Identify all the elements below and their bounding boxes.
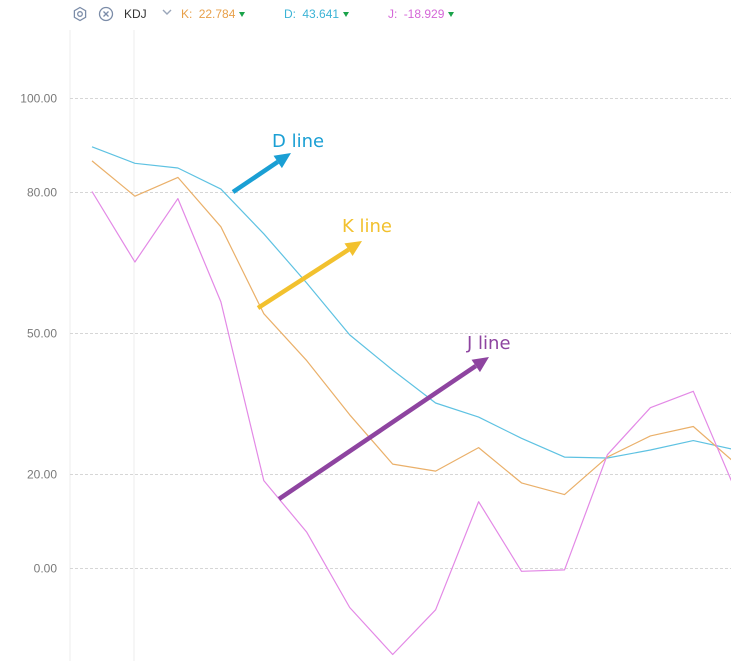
- j-value-readout: J: -18.929: [388, 6, 455, 22]
- indicator-toolbar: KDJ K: 22.784 D: 43.641 J: -18.929: [0, 0, 731, 30]
- y-tick-label: 50.00: [27, 327, 57, 341]
- d-line-label: D line: [272, 131, 324, 152]
- chevron-down-icon[interactable]: [160, 5, 176, 21]
- j-label: J:: [388, 7, 398, 21]
- j-line-arrow: [277, 357, 489, 501]
- horizontal-gridlines: [70, 98, 731, 569]
- k-series-line: [91, 160, 731, 496]
- vertical-gridlines: [69, 30, 135, 661]
- d-label: D:: [284, 7, 296, 21]
- y-tick-label: 80.00: [27, 186, 57, 200]
- d-value: 43.641: [302, 7, 340, 21]
- close-circle-icon[interactable]: [98, 6, 114, 22]
- y-tick-label: 20.00: [27, 468, 57, 482]
- down-arrow-icon: [448, 12, 455, 17]
- d-value-readout: D: 43.641: [284, 6, 350, 22]
- d-line-arrow-shaft: [231, 160, 279, 194]
- d-series-line: [91, 146, 731, 459]
- k-line-arrow-shaft: [256, 247, 350, 310]
- down-arrow-icon: [239, 12, 246, 17]
- down-arrow-icon: [343, 12, 350, 17]
- y-axis-ticks: 100.00 80.00 50.00 20.00 0.00: [20, 92, 57, 576]
- k-line-arrow: [256, 241, 362, 310]
- k-label: K:: [181, 7, 193, 21]
- k-value: 22.784: [198, 7, 236, 21]
- k-value-readout: K: 22.784: [181, 6, 246, 22]
- annotation-arrows: D line K line J line: [231, 131, 511, 501]
- j-line-label: J line: [466, 333, 511, 354]
- k-line-label: K line: [342, 216, 392, 237]
- indicator-name: KDJ: [124, 7, 147, 21]
- y-tick-label: 0.00: [34, 562, 58, 576]
- y-tick-label: 100.00: [20, 92, 57, 106]
- j-line-arrow-shaft: [277, 364, 478, 501]
- j-series-line: [91, 191, 731, 656]
- j-value: -18.929: [403, 7, 445, 21]
- d-line-arrow-head: [273, 153, 291, 169]
- j-line-arrow-head: [471, 357, 489, 373]
- gear-icon[interactable]: [72, 6, 88, 22]
- series-lines: [91, 146, 731, 656]
- k-line-arrow-head: [344, 241, 362, 256]
- d-line-arrow: [231, 153, 291, 194]
